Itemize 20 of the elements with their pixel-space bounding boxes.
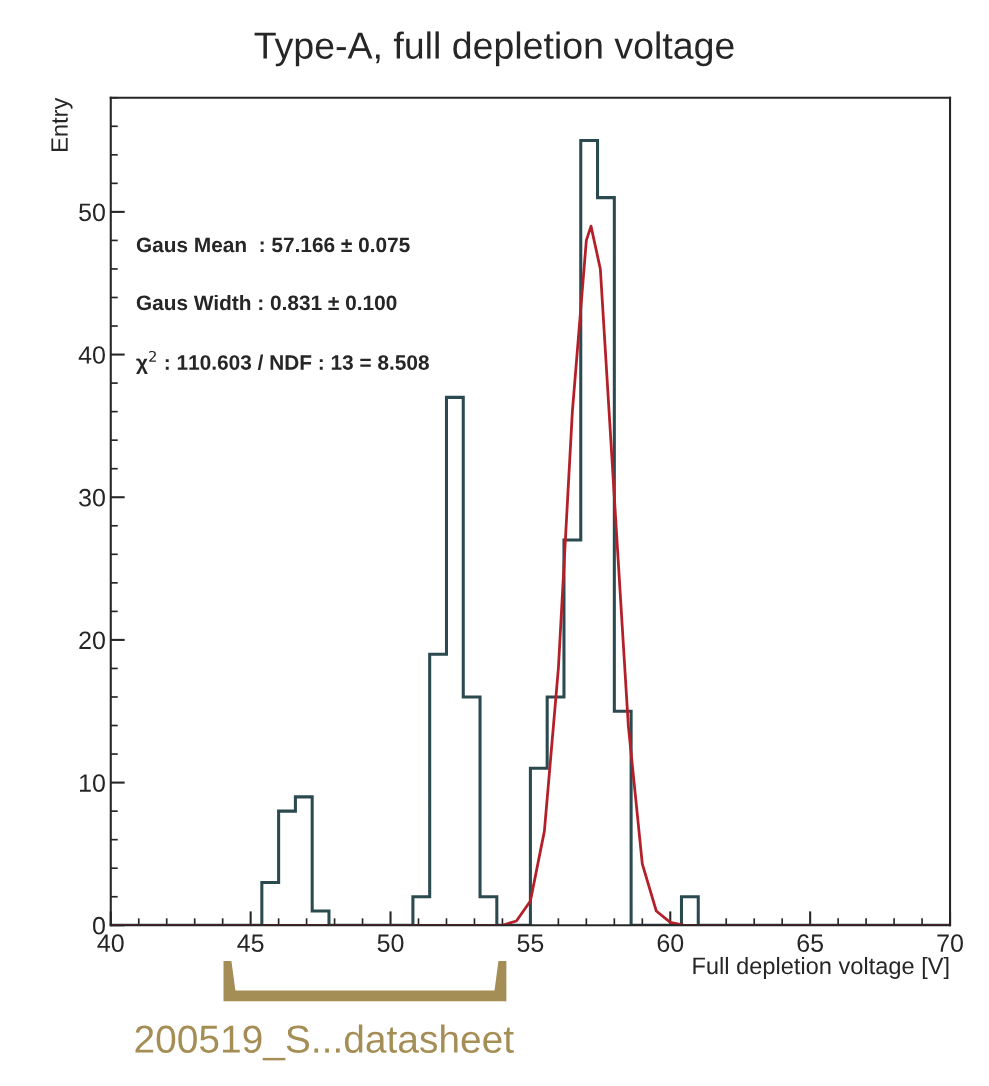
annotation: Gaus Width : 0.831 ± 0.100 bbox=[136, 294, 397, 311]
annotation: Gaus Mean : 57.166 ± 0.075 bbox=[136, 237, 410, 253]
x-tick-label: 65 bbox=[797, 934, 824, 952]
chart-title: Type-A, full depletion voltage bbox=[254, 31, 734, 67]
y-tick-label: 30 bbox=[79, 488, 105, 507]
y-tick-label: 0 bbox=[92, 916, 105, 935]
y-tick-label: 20 bbox=[79, 631, 105, 650]
x-tick-label: 45 bbox=[237, 934, 264, 952]
y-tick-label: 50 bbox=[79, 203, 105, 222]
y-tick-label: 40 bbox=[78, 346, 105, 364]
text: 200519_S...datasheet bbox=[135, 1024, 514, 1061]
x-tick-label: 55 bbox=[517, 934, 544, 952]
x-tick-label: 70 bbox=[937, 934, 963, 952]
y-tick-label: 10 bbox=[80, 774, 105, 792]
y-axis-title: Entry bbox=[51, 97, 73, 151]
x-tick-label: 60 bbox=[657, 934, 684, 952]
x-axis-title: Full depletion voltage [V] bbox=[693, 956, 949, 979]
x-tick-label: 40 bbox=[97, 934, 124, 952]
annotation: χ$^{2}$ : 110.603 / NDF : 13 = 8.508 bbox=[136, 350, 429, 374]
x-tick-label: 50 bbox=[377, 934, 404, 952]
